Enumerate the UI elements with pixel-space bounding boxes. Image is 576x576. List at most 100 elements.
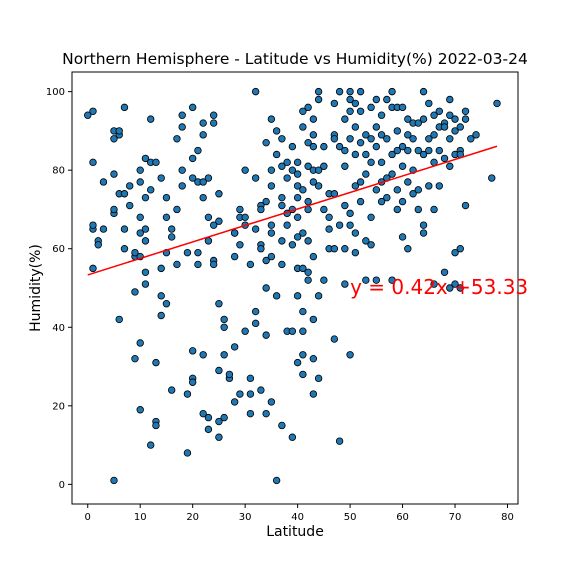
data-point: [136, 178, 144, 186]
data-point: [241, 166, 249, 174]
data-point: [278, 135, 286, 143]
data-point: [425, 146, 433, 155]
data-point: [456, 245, 464, 253]
data-point: [110, 205, 118, 214]
data-point: [425, 135, 433, 143]
data-point: [446, 162, 454, 170]
data-point: [272, 476, 281, 485]
data-point: [440, 268, 449, 276]
data-point: [220, 323, 228, 331]
data-point: [299, 123, 307, 131]
data-point: [351, 182, 360, 190]
data-point: [398, 162, 407, 170]
data-point: [467, 135, 475, 143]
data-point: [183, 449, 192, 457]
data-point: [351, 248, 360, 257]
data-point: [314, 87, 323, 96]
data-point: [236, 241, 244, 249]
data-point: [120, 103, 129, 112]
data-point: [110, 476, 118, 485]
data-point: [356, 197, 365, 206]
data-point: [493, 99, 501, 108]
data-point: [435, 182, 443, 190]
data-point: [199, 193, 207, 202]
data-point: [136, 213, 144, 222]
data-point: [188, 174, 197, 182]
y-tick-label: 60: [52, 244, 65, 255]
data-point: [220, 413, 228, 422]
data-point: [225, 370, 234, 379]
data-point: [251, 87, 260, 96]
data-point: [199, 131, 207, 139]
data-point: [314, 374, 323, 383]
data-point: [173, 205, 181, 214]
data-point: [283, 221, 291, 229]
data-point: [388, 150, 396, 159]
data-point: [377, 158, 386, 167]
data-point: [304, 276, 312, 284]
data-point: [293, 358, 302, 367]
plot-area: [71, 71, 519, 505]
data-point: [398, 103, 407, 112]
data-point: [388, 87, 396, 96]
data-point: [278, 421, 286, 430]
data-point: [209, 119, 218, 127]
data-point: [188, 103, 197, 112]
data-point: [367, 241, 375, 249]
data-point: [99, 178, 108, 186]
data-point: [267, 115, 276, 123]
x-tick-label: 0: [85, 512, 91, 523]
data-point: [404, 115, 412, 123]
data-point: [162, 193, 171, 202]
data-point: [188, 347, 197, 355]
data-point: [356, 138, 365, 147]
y-axis-label: Humidity(%): [28, 244, 44, 332]
data-point: [393, 186, 402, 194]
data-point: [456, 123, 464, 131]
data-point: [330, 335, 339, 343]
data-point: [325, 225, 333, 233]
data-point: [157, 311, 165, 320]
data-point: [304, 138, 312, 147]
data-point: [393, 146, 402, 155]
regression-line: [87, 145, 498, 276]
data-point: [157, 292, 165, 300]
data-point: [393, 205, 402, 214]
data-point: [188, 154, 197, 163]
data-point: [283, 158, 291, 167]
x-tick-label: 30: [239, 512, 252, 523]
data-point: [430, 131, 438, 139]
data-point: [362, 150, 370, 159]
data-point: [309, 354, 318, 363]
data-point: [435, 107, 443, 115]
data-point: [314, 95, 323, 104]
data-point: [288, 327, 297, 335]
data-point: [299, 370, 307, 379]
data-point: [419, 115, 428, 123]
data-point: [147, 186, 155, 194]
data-point: [461, 107, 470, 115]
data-point: [299, 351, 307, 359]
data-point: [293, 158, 302, 167]
data-point: [199, 351, 207, 359]
data-point: [330, 245, 339, 253]
data-point: [257, 386, 265, 394]
data-point: [126, 201, 134, 210]
data-point: [209, 221, 218, 229]
data-point: [425, 182, 433, 190]
data-point: [120, 225, 129, 233]
data-point: [199, 409, 207, 418]
data-point: [383, 193, 391, 202]
data-point: [419, 221, 428, 229]
data-point: [141, 154, 150, 163]
data-point: [414, 119, 423, 127]
data-point: [230, 343, 239, 351]
data-point: [404, 131, 412, 139]
data-point: [398, 233, 407, 241]
data-point: [257, 205, 265, 214]
data-point: [409, 135, 417, 143]
data-point: [152, 421, 160, 430]
data-point: [215, 300, 223, 308]
data-point: [304, 103, 312, 112]
